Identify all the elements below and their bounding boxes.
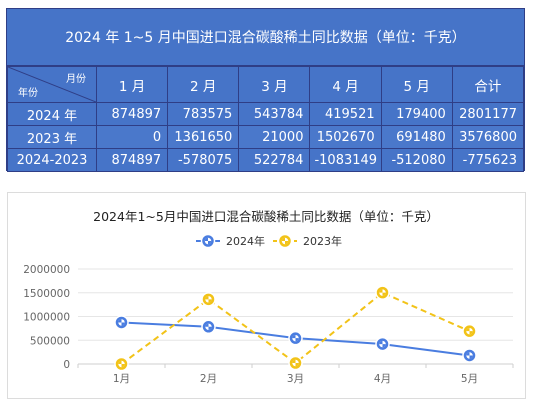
table-cell: 179400 (380, 102, 453, 126)
column-header: 2 月 (167, 66, 240, 103)
series-2 (114, 285, 477, 372)
row-label: 2024 年 (7, 102, 97, 126)
data-table: 2024 年 1~5 月中国进口混合碳酸稀土同比数据（单位：千克） 月份 年份 … (6, 8, 525, 172)
data-point (114, 315, 129, 330)
legend-marker (200, 233, 216, 249)
legend-item[interactable]: 2023年 (273, 233, 342, 249)
corner-year-label: 年份 (18, 88, 38, 99)
x-tick-label: 3月 (287, 373, 304, 385)
data-point (201, 292, 216, 307)
row-label: 2023 年 (7, 125, 97, 149)
chart-legend: 2024年 2023年 (196, 233, 342, 249)
table-cell: 419521 (309, 102, 382, 126)
legend-label: 2024年 (226, 234, 265, 248)
table-cell: 21000 (238, 125, 311, 149)
table-row: 2024-2023 874897 -578075 522784 -1083149… (7, 148, 525, 172)
x-axis: 1月 2月 3月 4月 5月 (77, 364, 514, 385)
column-header: 3 月 (238, 66, 311, 103)
y-tick-label: 1000000 (23, 312, 70, 324)
y-tick-label: 0 (63, 359, 70, 371)
table-cell: 0 (95, 125, 169, 149)
table-cell: 3576800 (451, 125, 525, 149)
x-tick-label: 2月 (200, 373, 217, 385)
data-point (201, 319, 216, 335)
table-cell: 2801177 (451, 102, 525, 126)
table-grid: 月份 年份 1 月 2 月 3 月 4 月 5 月 合计 2024 年 8748… (7, 66, 525, 172)
table-corner-cell: 月份 年份 (7, 66, 97, 103)
data-point (375, 336, 390, 352)
data-point (114, 356, 129, 372)
table-cell: 783575 (167, 102, 240, 126)
legend-marker (277, 233, 293, 249)
table-cell: 1502670 (309, 125, 382, 149)
column-header: 1 月 (95, 66, 169, 103)
table-header-row: 月份 年份 1 月 2 月 3 月 4 月 5 月 合计 (7, 66, 525, 103)
table-cell: 522784 (238, 148, 311, 172)
data-point (288, 355, 303, 371)
y-tick-label: 1500000 (23, 288, 70, 300)
data-point (462, 323, 477, 339)
table-cell: 543784 (238, 102, 311, 126)
data-point (462, 348, 477, 363)
table-title: 2024 年 1~5 月中国进口混合碳酸稀土同比数据（单位：千克） (7, 9, 524, 66)
column-header: 合计 (451, 66, 525, 103)
corner-month-label: 月份 (66, 74, 86, 85)
table-row: 2023 年 0 1361650 21000 1502670 691480 35… (7, 125, 525, 149)
table-cell: 1361650 (167, 125, 240, 149)
table-cell: -578075 (167, 148, 240, 172)
series-line (120, 291, 470, 365)
chart-grid (78, 268, 513, 365)
legend-item[interactable]: 2024年 (196, 233, 265, 249)
table-cell: 874897 (95, 148, 169, 172)
column-header: 5 月 (380, 66, 453, 103)
y-tick-label: 500000 (30, 335, 70, 347)
series-1 (114, 315, 477, 363)
table-cell: 874897 (95, 102, 169, 126)
data-point (288, 330, 303, 346)
table-cell: -512080 (380, 148, 453, 172)
chart-title: 2024年1~5月中国进口混合碳酸稀土同比数据（单位：千克） (93, 209, 439, 224)
data-point (375, 285, 390, 300)
x-tick-label: 5月 (461, 373, 478, 385)
y-axis: 0 500000 1000000 1500000 2000000 (23, 264, 70, 371)
corner-diagonal-line (8, 67, 96, 102)
legend-label: 2023年 (303, 234, 342, 248)
chart-series (114, 285, 477, 372)
line-chart-card: 2024年1~5月中国进口混合碳酸稀土同比数据（单位：千克） 2024年 2023… (7, 192, 526, 399)
y-tick-label: 2000000 (23, 264, 70, 276)
row-label: 2024-2023 (7, 148, 97, 172)
table-cell: 691480 (380, 125, 453, 149)
table-row: 2024 年 874897 783575 543784 419521 17940… (7, 102, 525, 126)
line-chart: 2024年1~5月中国进口混合碳酸稀土同比数据（单位：千克） 2024年 2023… (23, 209, 514, 385)
x-tick-label: 4月 (374, 373, 391, 385)
x-tick-label: 1月 (113, 373, 130, 385)
table-cell: -1083149 (309, 148, 382, 172)
column-header: 4 月 (309, 66, 382, 103)
table-cell: -775623 (451, 148, 525, 172)
